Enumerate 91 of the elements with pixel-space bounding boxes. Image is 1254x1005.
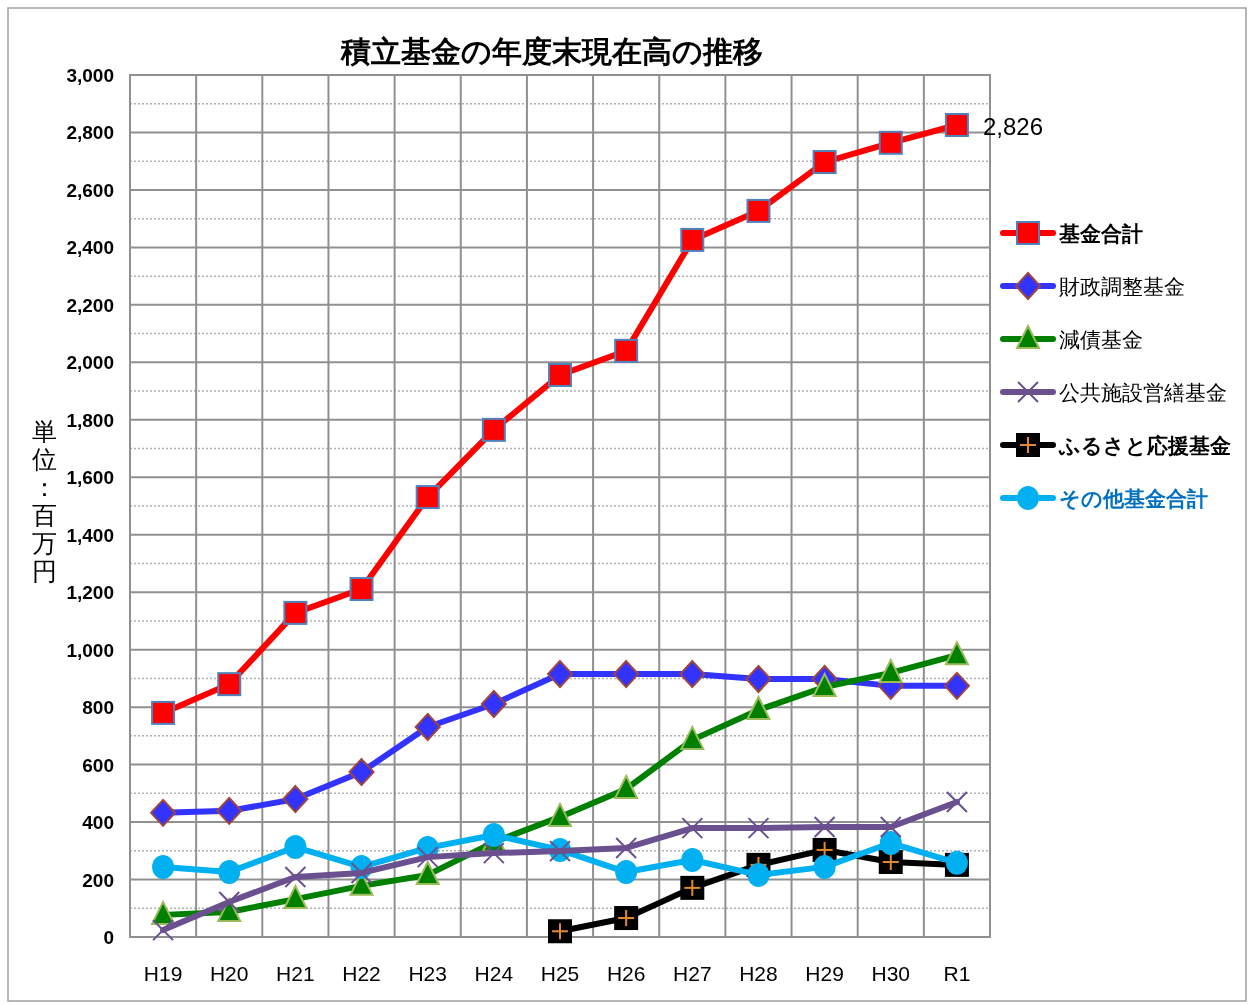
x-tick-label: H25 [540,962,580,985]
x-tick-label: H19 [143,962,183,985]
point [945,790,968,813]
y-tick-label: 0 [103,927,114,948]
point [547,660,573,689]
legend-label: 基金合計 [1058,222,1143,245]
point [944,641,969,666]
x-tick-label: R1 [943,962,971,985]
y-tick-label: 1,000 [66,639,114,661]
point [480,689,507,718]
point [615,836,638,859]
point [613,660,640,689]
point [482,823,505,847]
legend-label: ふるさと応援基金 [1058,434,1231,457]
x-tick-label: H20 [209,962,249,985]
point [482,842,505,865]
y-tick-label: 2,600 [66,179,114,201]
point [813,854,836,879]
point [813,815,836,838]
point [348,758,375,787]
point [746,696,771,721]
point [679,660,706,689]
x-tick-label: H26 [606,962,646,985]
y-axis-title: 単位：百万円 [31,417,57,585]
y-tick-label: 1,600 [66,467,114,489]
point [681,817,704,840]
point [152,919,175,942]
y-tick-label: 2,200 [66,294,114,316]
point [878,130,903,155]
point [615,860,638,885]
legend-label: 減債基金 [1059,328,1143,351]
point [812,150,837,175]
point [218,860,241,885]
point [680,227,705,252]
x-tick-label: H30 [871,962,911,985]
y-tick-label: 400 [82,812,114,834]
point [151,700,176,725]
point [283,600,308,625]
point [217,672,242,697]
x-tick-label: H23 [408,962,447,985]
x-tick-label: H22 [342,962,381,985]
y-tick-label: 3,000 [66,65,114,86]
y-tick-label: 200 [82,869,114,891]
point [284,835,307,860]
point [747,817,770,840]
point [216,796,243,825]
point [283,885,308,910]
y-tick-label: 1,800 [66,409,114,431]
point [681,848,704,872]
legend-label: 財政調整基金 [1059,275,1185,298]
point [349,577,374,602]
x-tick-label: H27 [673,962,712,985]
y-tick-label: 1,400 [66,524,114,546]
point [745,664,772,693]
annotation: 2,826 [982,113,1043,140]
point [548,919,572,944]
y-tick-label: 2,400 [66,237,114,259]
x-tick-label: H29 [805,962,844,985]
point [414,712,441,741]
legend-label: 公共施設営繕基金 [1059,381,1227,404]
x-tick-label: H28 [739,962,778,985]
point [150,798,177,827]
point [943,671,970,700]
point [614,906,639,931]
point [350,861,373,884]
point [879,831,902,856]
point [746,198,771,223]
point [680,875,705,900]
y-tick-label: 600 [82,754,114,776]
point [614,338,639,363]
x-tick-label: H24 [474,962,514,985]
point [218,890,241,913]
point [152,854,175,879]
point [282,785,309,814]
y-tick-label: 1,200 [66,582,114,604]
y-tick-label: 2,800 [66,122,114,144]
point [747,862,770,887]
point [812,673,837,698]
point [879,815,902,838]
point [481,417,506,442]
legend-label: その他基金合計 [1059,487,1208,510]
point [415,485,440,510]
y-tick-label: 2,000 [66,352,114,374]
point [548,362,572,387]
point [944,113,969,137]
point [416,846,439,869]
chart-title: 積立基金の年度末現在高の推移 [340,35,763,68]
point [614,775,639,800]
point [284,865,307,888]
y-tick-label: 800 [82,697,114,719]
x-tick-label: H21 [276,962,315,985]
